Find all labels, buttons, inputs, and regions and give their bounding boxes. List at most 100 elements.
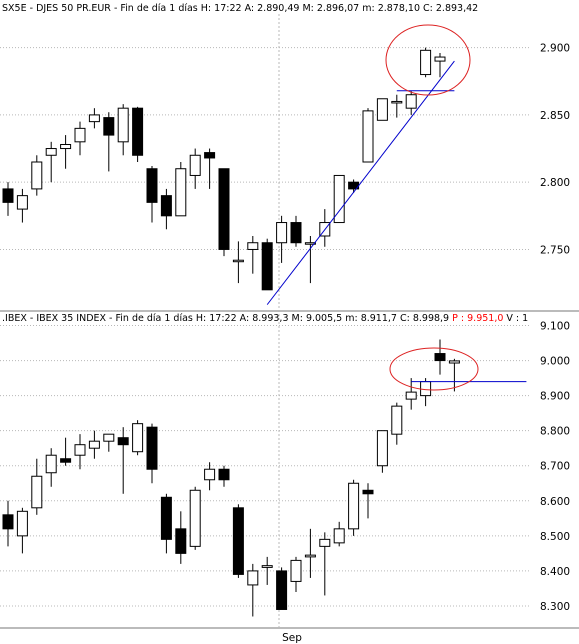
ibex-candle-body — [405, 391, 417, 400]
sx5e-candle-body — [103, 117, 115, 136]
sx5e-candle-body — [218, 168, 230, 250]
sx5e-y-tick-label: 2.850 — [540, 110, 570, 122]
ibex-candle — [175, 511, 187, 564]
ibex-candle-body — [74, 444, 86, 456]
sx5e-candle-body — [362, 110, 374, 163]
ibex-candle-body — [376, 430, 388, 467]
sx5e-candle-body — [405, 94, 417, 109]
ibex-candle — [391, 402, 403, 445]
sx5e-y-tick-label: 2.900 — [540, 43, 570, 55]
sx5e-candle — [276, 215, 288, 263]
ibex-candle-body — [103, 433, 115, 442]
sx5e-header: SX5E - DJES 50 PR.EUR - Fin de día 1 día… — [2, 3, 478, 14]
ibex-candle — [362, 483, 374, 519]
ibex-candle-body — [290, 559, 302, 582]
sx5e-candle — [348, 179, 360, 193]
ibex-candle — [261, 556, 273, 585]
sx5e-candle-body — [261, 242, 273, 291]
ibex-candle-body — [60, 458, 72, 463]
sx5e-candle — [204, 148, 216, 189]
ibex-y-tick-label: 8.600 — [540, 496, 570, 508]
ibex-candle — [376, 430, 388, 473]
sx5e-panel: 2.750 2.800 2.850 2.900 — [0, 24, 570, 305]
sx5e-candle-body — [31, 161, 43, 190]
sx5e-candle — [31, 155, 43, 196]
sx5e-candle — [434, 53, 446, 78]
sx5e-candle — [420, 47, 432, 78]
ibex-candle — [88, 430, 100, 459]
ibex-candle-body — [146, 426, 158, 470]
ibex-candle — [103, 433, 115, 452]
ibex-candle — [60, 437, 72, 466]
ibex-candle-body — [420, 381, 432, 397]
ibex-candle-body — [31, 475, 43, 509]
ibex-candle — [31, 458, 43, 515]
sx5e-candle — [74, 121, 86, 156]
ibex-candle-body — [204, 468, 216, 481]
ibex-highlight-ellipse — [389, 347, 479, 391]
ibex-y-tick-label: 8.900 — [540, 391, 570, 403]
ibex-candle-body — [362, 489, 374, 495]
ibex-candle-body — [434, 353, 446, 362]
ibex-candle-body — [132, 423, 144, 453]
sx5e-candle — [232, 241, 244, 284]
ibex-y-tick-label: 8.300 — [540, 601, 570, 613]
sx5e-candle — [2, 182, 14, 216]
sx5e-candle-body — [304, 242, 316, 245]
sx5e-candle-body — [60, 144, 72, 150]
sx5e-candle — [117, 104, 129, 156]
sx5e-candle — [362, 108, 374, 163]
ibex-candle — [348, 479, 360, 536]
sx5e-candle — [160, 188, 172, 230]
ibex-candle — [16, 507, 28, 554]
sx5e-candle-body — [247, 242, 259, 250]
sx5e-candle-body — [132, 107, 144, 156]
ibex-candle-body — [333, 528, 345, 544]
ibex-candle-body — [448, 360, 460, 364]
sx5e-candle-body — [420, 49, 432, 76]
ibex-candle — [2, 500, 14, 547]
sx5e-candle — [16, 188, 28, 223]
ibex-y-tick-label: 8.700 — [540, 461, 570, 473]
sx5e-candle-body — [160, 195, 172, 217]
ibex-candle-body — [117, 437, 129, 446]
ibex-candle — [132, 420, 144, 456]
ibex-candle — [290, 556, 302, 592]
ibex-candle — [247, 563, 259, 617]
ibex-candle — [333, 521, 345, 547]
sx5e-candle — [103, 112, 115, 172]
sx5e-candle-body — [232, 259, 244, 263]
ibex-candle — [232, 504, 244, 578]
ibex-candle-body — [175, 528, 187, 554]
sx5e-candle — [45, 141, 57, 183]
sx5e-candle-body — [88, 114, 100, 123]
sx5e-candle — [333, 174, 345, 224]
sx5e-highlight-ellipse — [385, 24, 471, 96]
ibex-panel: 8.300 8.400 8.500 8.600 8.700 8.800 8.900 9.000… — [0, 321, 570, 617]
ibex-candle-body — [247, 570, 259, 586]
sx5e-candle — [319, 209, 331, 247]
sx5e-candle-body — [204, 152, 216, 159]
ibex-y-tick-label: 9.100 — [540, 321, 570, 333]
ibex-candle-body — [261, 565, 273, 568]
sx5e-candle-body — [146, 168, 158, 203]
sx5e-candle — [60, 135, 72, 169]
ibex-candle — [160, 493, 172, 554]
sx5e-candle-body — [290, 222, 302, 244]
ibex-candle — [45, 448, 57, 487]
sx5e-candle-body — [74, 127, 86, 143]
ibex-candle — [448, 358, 460, 392]
sx5e-y-tick-label: 2.800 — [540, 177, 570, 189]
ibex-candle — [189, 486, 201, 550]
ibex-candle-body — [276, 570, 288, 610]
ibex-candle — [74, 434, 86, 470]
ibex-candle — [276, 567, 288, 610]
ibex-candle-body — [160, 496, 172, 540]
ibex-candle-body — [88, 440, 100, 449]
ibex-candle-body — [304, 554, 316, 558]
ibex-y-tick-label: 8.500 — [540, 531, 570, 543]
sx5e-candle — [247, 236, 259, 274]
ibex-candle — [146, 423, 158, 484]
ibex-candle — [218, 465, 230, 487]
